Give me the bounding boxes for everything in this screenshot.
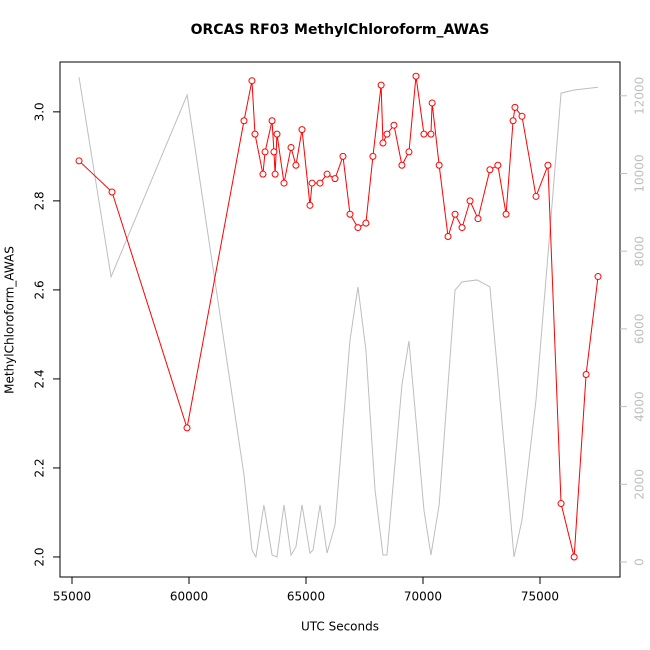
data-point: [379, 139, 387, 147]
data-point: [298, 126, 306, 134]
data-point: [428, 99, 436, 107]
data-point: [435, 161, 443, 169]
data-point: [444, 232, 452, 240]
data-point: [354, 224, 362, 232]
data-point: [486, 166, 494, 174]
data-point: [280, 179, 288, 187]
data-point: [369, 152, 377, 160]
data-point: [494, 161, 502, 169]
series-line: [78, 77, 599, 559]
data-point: [287, 143, 295, 151]
data-point: [248, 77, 256, 85]
y2-tick-label: 2000: [633, 469, 647, 500]
data-point: [390, 121, 398, 129]
x-tick-label: 65000: [287, 590, 325, 604]
data-point: [474, 215, 482, 223]
y2-tick-label: 10000: [633, 154, 647, 192]
data-point: [306, 201, 314, 209]
data-point: [582, 370, 590, 378]
y-tick-label: 3.0: [33, 102, 47, 121]
y2-tick-label: 4000: [633, 391, 647, 422]
data-point: [511, 103, 519, 111]
data-point: [108, 188, 116, 196]
data-point: [271, 170, 279, 178]
data-point: [420, 130, 428, 138]
y-tick-label: 2.6: [33, 280, 47, 299]
y2-tick-label: 8000: [633, 236, 647, 267]
data-point: [458, 224, 466, 232]
data-point: [270, 148, 278, 156]
data-point: [273, 130, 281, 138]
data-point: [451, 210, 459, 218]
data-point: [268, 117, 276, 125]
data-point: [509, 117, 517, 125]
y-tick-label: 2.8: [33, 191, 47, 210]
y-tick-label: 2.2: [33, 458, 47, 477]
x-axis-label: UTC Seconds: [301, 620, 379, 634]
y-tick-label: 2.0: [33, 547, 47, 566]
data-point: [466, 197, 474, 205]
data-point: [557, 500, 565, 508]
x-tick-label: 55000: [53, 590, 91, 604]
plot-box: [59, 61, 621, 578]
data-point: [292, 161, 300, 169]
data-point: [532, 192, 540, 200]
data-point: [346, 210, 354, 218]
series-line: [78, 76, 599, 558]
data-point: [240, 117, 248, 125]
data-point: [427, 130, 435, 138]
data-point: [383, 130, 391, 138]
data-point: [323, 170, 331, 178]
x-tick-label: 60000: [170, 590, 208, 604]
data-point: [377, 81, 385, 89]
y2-tick-label: 0: [633, 558, 647, 566]
data-point: [251, 130, 259, 138]
y2-tick-label: 12000: [633, 77, 647, 115]
data-point: [544, 161, 552, 169]
data-point: [570, 553, 578, 561]
data-point: [75, 157, 83, 165]
x-tick-label: 75000: [521, 590, 559, 604]
data-point: [331, 175, 339, 183]
data-point: [339, 152, 347, 160]
data-point: [398, 161, 406, 169]
data-point: [594, 273, 602, 281]
data-point: [412, 72, 420, 80]
data-point: [308, 179, 316, 187]
data-point: [261, 148, 269, 156]
data-point: [405, 148, 413, 156]
x-tick-label: 70000: [404, 590, 442, 604]
data-point: [362, 219, 370, 227]
data-point: [502, 210, 510, 218]
y2-tick-label: 6000: [633, 314, 647, 345]
data-point: [183, 424, 191, 432]
y-tick-label: 2.4: [33, 369, 47, 388]
data-point: [316, 179, 324, 187]
y-axis-label: MethylChloroform_AWAS: [3, 246, 17, 394]
data-point: [518, 112, 526, 120]
data-point: [259, 170, 267, 178]
chart-title: ORCAS RF03 MethylChloroform_AWAS: [191, 22, 490, 38]
